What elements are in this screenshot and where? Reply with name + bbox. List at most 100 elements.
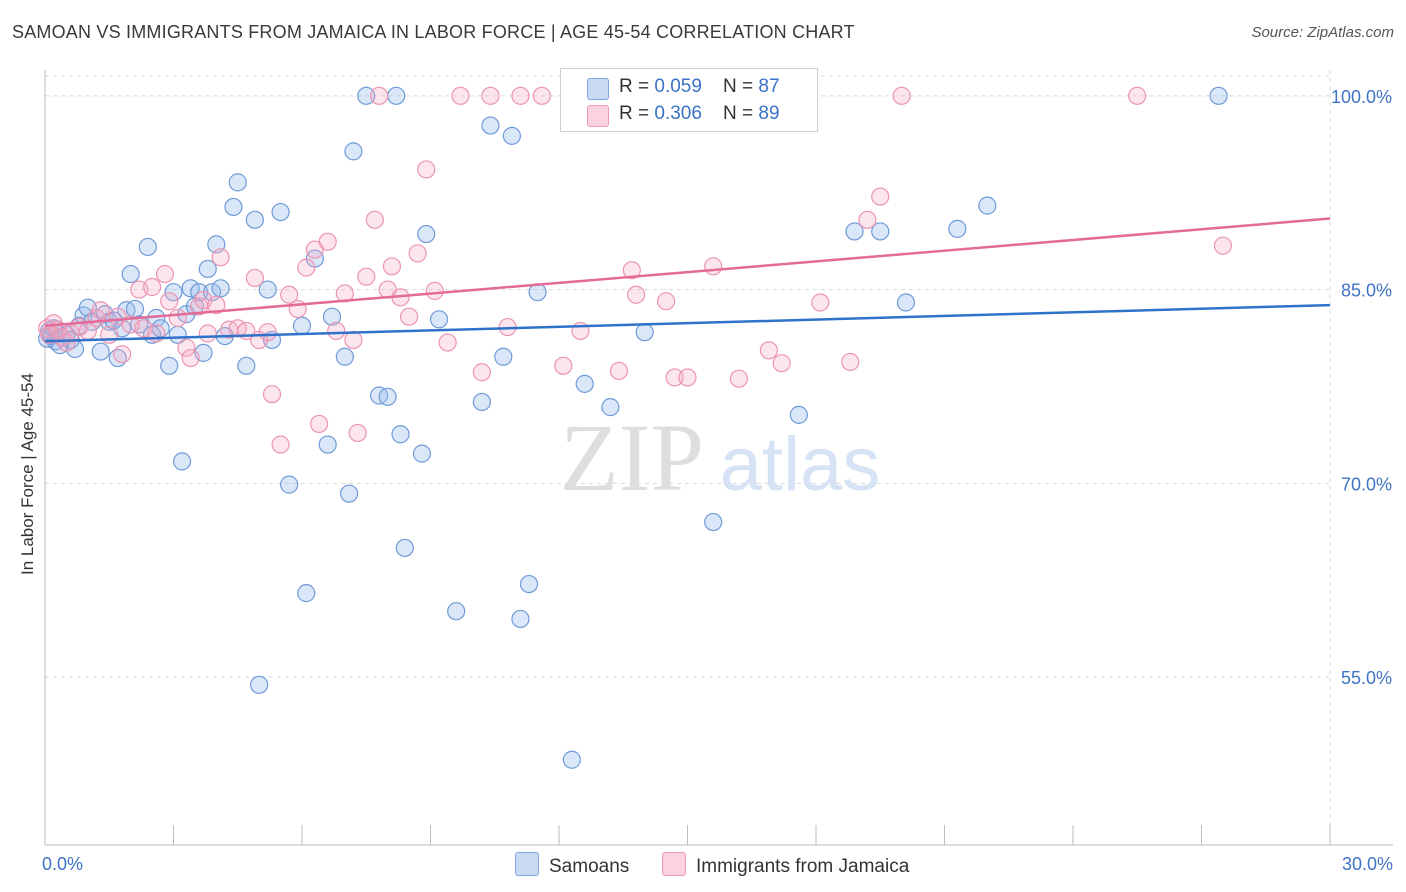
data-point-jamaica bbox=[370, 86, 389, 105]
data-point-jamaica bbox=[678, 368, 697, 387]
data-point-samoans bbox=[125, 299, 145, 319]
data-point-jamaica bbox=[704, 257, 723, 276]
data-point-jamaica bbox=[318, 232, 337, 251]
data-point-samoans bbox=[237, 356, 256, 375]
data-point-jamaica bbox=[280, 285, 299, 304]
data-point-jamaica bbox=[841, 352, 860, 372]
trend-line-samoans bbox=[44, 303, 1331, 343]
data-point-samoans bbox=[297, 584, 316, 603]
data-point-jamaica bbox=[656, 292, 676, 311]
data-point-samoans bbox=[429, 310, 449, 329]
legend-r-value: 0.306 bbox=[654, 103, 702, 124]
data-point-samoans bbox=[948, 219, 967, 238]
watermark-zip: ZIP bbox=[560, 404, 704, 511]
data-point-jamaica bbox=[207, 295, 226, 315]
data-point-samoans bbox=[318, 435, 337, 454]
data-point-samoans bbox=[387, 86, 406, 105]
data-point-samoans bbox=[172, 452, 192, 471]
data-point-samoans bbox=[335, 347, 354, 366]
data-point-samoans bbox=[417, 224, 436, 244]
data-point-jamaica bbox=[1128, 86, 1147, 105]
data-point-jamaica bbox=[438, 333, 457, 352]
data-point-jamaica bbox=[181, 348, 200, 368]
data-point-jamaica bbox=[262, 385, 282, 404]
bottom-legend-jamaica: Immigrants from Jamaica bbox=[662, 852, 909, 878]
series-jamaica bbox=[38, 86, 1233, 454]
bottom-legend-samoans: Samoans bbox=[515, 852, 629, 878]
data-point-samoans bbox=[635, 323, 654, 342]
x-tick-label: 30.0% bbox=[1342, 854, 1393, 874]
data-point-jamaica bbox=[451, 86, 470, 105]
bottom-legend-label-samoans: Samoans bbox=[549, 856, 630, 877]
data-point-samoans bbox=[511, 609, 530, 629]
data-point-jamaica bbox=[772, 354, 791, 373]
bottom-legend-swatch-samoans bbox=[515, 852, 539, 876]
bottom-legend-label-jamaica: Immigrants from Jamaica bbox=[696, 856, 910, 877]
legend-n-label: N = bbox=[723, 76, 759, 97]
data-point-samoans bbox=[164, 283, 183, 302]
data-point-samoans bbox=[896, 293, 916, 312]
data-point-jamaica bbox=[245, 268, 264, 288]
data-point-jamaica bbox=[871, 187, 890, 206]
data-point-samoans bbox=[250, 675, 269, 694]
legend-n-value: 89 bbox=[758, 103, 780, 124]
legend-n-value: 87 bbox=[758, 76, 780, 97]
data-point-jamaica bbox=[609, 361, 629, 381]
data-point-jamaica bbox=[258, 323, 277, 342]
data-point-samoans bbox=[494, 347, 513, 366]
trend-line-jamaica bbox=[44, 217, 1331, 327]
y-tick-label: 85.0% bbox=[1341, 281, 1392, 301]
watermark: ZIP atlas bbox=[560, 404, 880, 511]
data-point-jamaica bbox=[382, 257, 402, 276]
y-tick-label: 100.0% bbox=[1331, 87, 1392, 107]
data-point-samoans bbox=[198, 259, 217, 279]
data-point-jamaica bbox=[626, 285, 646, 304]
y-axis-label: In Labor Force | Age 45-54 bbox=[18, 373, 37, 575]
chart-title: SAMOAN VS IMMIGRANTS FROM JAMAICA IN LAB… bbox=[12, 22, 855, 42]
data-point-jamaica bbox=[198, 324, 217, 343]
data-point-jamaica bbox=[211, 248, 230, 267]
legend-n-label: N = bbox=[723, 103, 759, 124]
data-point-samoans bbox=[245, 210, 264, 229]
data-point-jamaica bbox=[310, 414, 329, 434]
data-point-samoans bbox=[1209, 86, 1228, 105]
data-point-jamaica bbox=[481, 86, 500, 105]
data-point-jamaica bbox=[811, 293, 830, 312]
data-point-samoans bbox=[340, 484, 359, 503]
data-point-samoans bbox=[211, 279, 230, 298]
data-point-jamaica bbox=[155, 264, 175, 284]
data-point-jamaica bbox=[532, 86, 551, 105]
data-point-samoans bbox=[601, 398, 620, 417]
data-point-jamaica bbox=[357, 267, 376, 286]
data-point-samoans bbox=[357, 86, 376, 105]
data-point-samoans bbox=[280, 475, 299, 494]
data-point-samoans bbox=[502, 126, 521, 145]
legend-r-value: 0.059 bbox=[654, 76, 702, 97]
data-point-jamaica bbox=[112, 345, 132, 364]
source-note: Source: ZipAtlas.com bbox=[1251, 24, 1394, 41]
data-point-jamaica bbox=[417, 160, 436, 179]
data-point-samoans bbox=[472, 392, 491, 412]
data-point-samoans bbox=[228, 173, 247, 192]
tick-labels: 55.0% 70.0% 85.0% 100.0% 0.0% 30.0% bbox=[42, 87, 1393, 874]
data-point-samoans bbox=[447, 602, 466, 621]
data-point-jamaica bbox=[344, 330, 363, 350]
data-point-jamaica bbox=[511, 86, 530, 105]
data-point-samoans bbox=[292, 316, 312, 335]
data-point-samoans bbox=[121, 264, 140, 284]
data-point-samoans bbox=[978, 196, 997, 215]
data-point-samoans bbox=[344, 142, 363, 161]
data-point-samoans bbox=[845, 222, 864, 241]
data-point-samoans bbox=[181, 279, 200, 298]
data-point-jamaica bbox=[1213, 236, 1233, 255]
data-point-jamaica bbox=[729, 369, 749, 388]
data-point-jamaica bbox=[160, 292, 179, 311]
data-point-jamaica bbox=[554, 356, 573, 375]
data-point-jamaica bbox=[348, 423, 367, 443]
data-point-samoans bbox=[322, 307, 342, 326]
y-tick-label: 70.0% bbox=[1341, 474, 1392, 494]
legend-r-label: R = bbox=[619, 76, 655, 97]
legend-swatch-samoans bbox=[587, 78, 609, 100]
data-point-jamaica bbox=[177, 338, 196, 357]
